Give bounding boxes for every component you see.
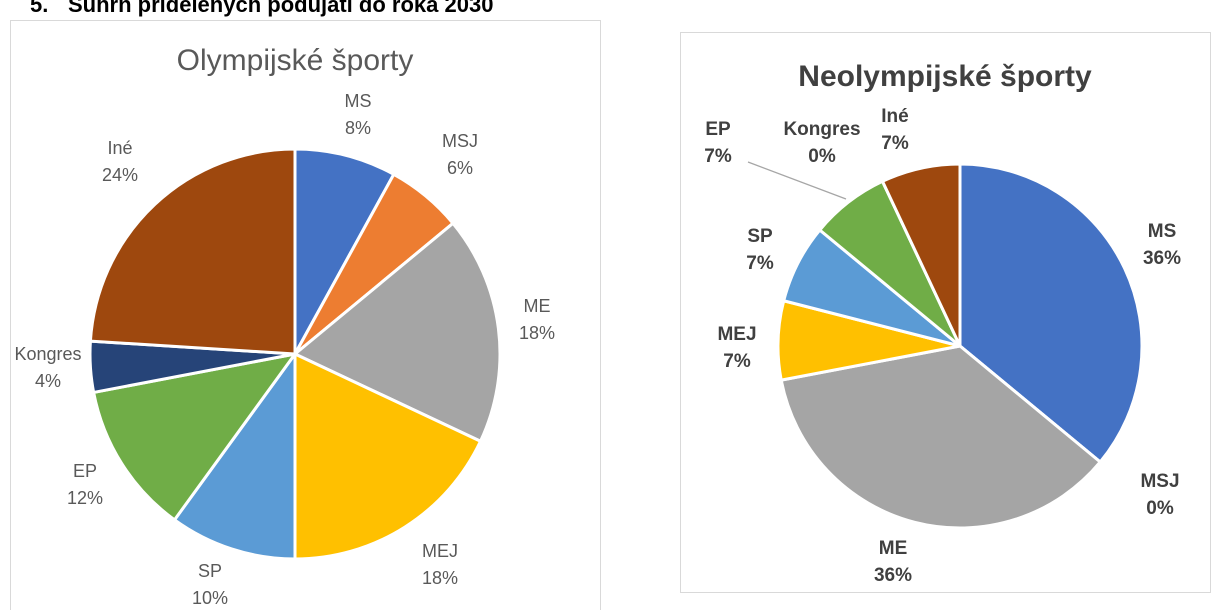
slice-value-label: 0% (1146, 498, 1174, 519)
slice-value-label: 36% (874, 565, 912, 586)
pie-slice (881, 162, 962, 348)
slice-value-label: 10% (192, 588, 228, 608)
slice-value-label: 7% (723, 351, 751, 372)
slice-category-label: MS (1148, 221, 1177, 242)
slice-category-label: MEJ (422, 541, 458, 561)
slice-value-label: 18% (519, 323, 555, 343)
slice-category-label: Kongres (783, 119, 860, 140)
slice-value-label: 4% (35, 371, 61, 391)
chart-title: Olympijské športy (177, 44, 414, 77)
slice-category-label: Iné (881, 106, 908, 127)
slice-category-label: EP (73, 461, 97, 481)
pie-slice (293, 352, 482, 561)
slice-category-label: MEJ (717, 324, 756, 345)
pie-slice (88, 147, 297, 356)
pie-slice (958, 162, 1144, 464)
heading-number: 5. (30, 0, 48, 17)
slice-value-label: 8% (345, 118, 371, 138)
slice-value-label: 7% (704, 146, 732, 167)
slice-category-label: Kongres (14, 344, 81, 364)
pie-slice (293, 147, 396, 356)
slice-value-label: 18% (422, 568, 458, 588)
slice-category-label: MSJ (1140, 471, 1179, 492)
pie-slice (92, 352, 297, 522)
slice-value-label: 7% (881, 133, 909, 154)
pie-slice (293, 221, 502, 443)
leader-line (747, 161, 847, 200)
slice-category-label: MSJ (442, 131, 478, 151)
slice-value-label: 12% (67, 488, 103, 508)
slice-category-label: SP (198, 561, 222, 581)
chart-title: Neolympijské športy (798, 60, 1092, 93)
slice-category-label: Iné (107, 138, 132, 158)
slice-value-label: 24% (102, 165, 138, 185)
slice-category-label: SP (747, 226, 773, 247)
slice-value-label: 0% (808, 146, 836, 167)
slice-category-label: ME (879, 538, 908, 559)
heading-text: Súhrn pridelených podujatí do roka 2030 (68, 0, 493, 17)
pie-slice (173, 352, 297, 561)
pie-slice (779, 344, 1102, 530)
slice-category-label: MS (345, 91, 372, 111)
slice-category-label: ME (524, 296, 551, 316)
slice-category-label: EP (705, 119, 731, 140)
slice-value-label: 36% (1143, 248, 1181, 269)
slice-value-label: 7% (746, 253, 774, 274)
slice-value-label: 6% (447, 158, 473, 178)
